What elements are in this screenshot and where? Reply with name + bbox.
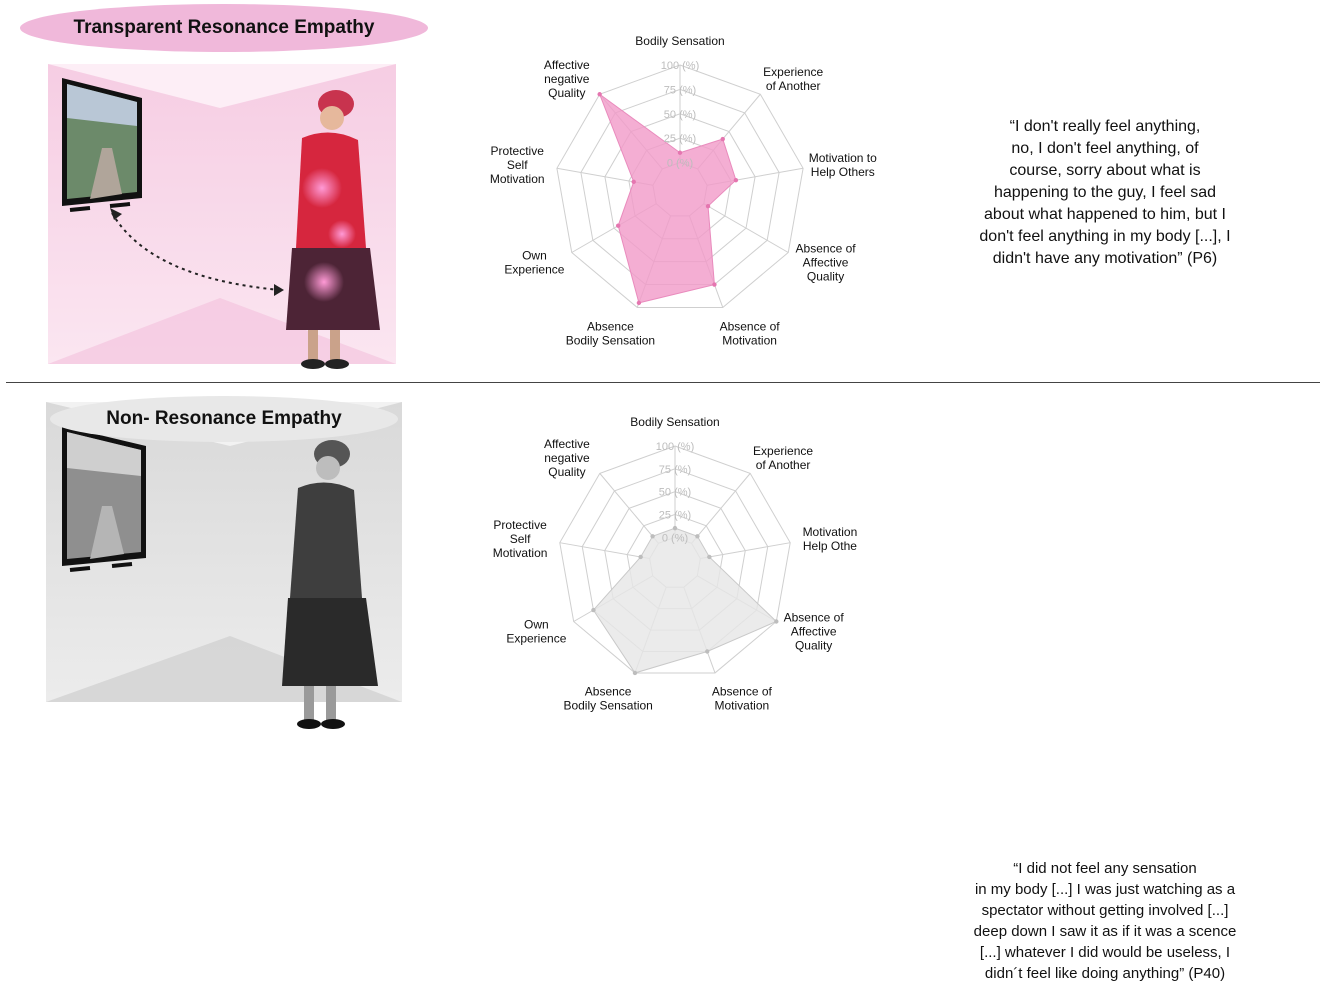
series-area: [598, 92, 737, 304]
axis-label: Protective Self Motivation: [493, 518, 548, 560]
data-point: [636, 300, 642, 306]
participant-quote: “I don't really feel anything, no, I don…: [979, 118, 1231, 267]
axis-label: Affective negative Quality: [544, 58, 590, 100]
data-point: [707, 554, 712, 560]
dotted-arrow-icon: [111, 212, 281, 291]
axis-spoke: [559, 542, 650, 560]
data-point: [591, 607, 596, 613]
data-point: [615, 223, 621, 228]
woman-figure-icon: [282, 440, 378, 729]
data-point: [695, 534, 700, 539]
data-point: [677, 150, 683, 155]
axis-label: Absence Bodily Sensation: [566, 319, 655, 347]
data-point: [672, 525, 678, 531]
axis-label: Affective negative Quality: [544, 437, 590, 479]
axis-spoke: [700, 542, 791, 560]
data-point: [733, 177, 739, 183]
data-point: [705, 203, 711, 209]
axis-label: Absence of Motivation: [712, 685, 773, 713]
scene-illustration: [48, 64, 396, 369]
scale-label: 75 (%): [659, 464, 691, 476]
data-point: [774, 619, 779, 624]
axis-label: Protective Self Motivation: [490, 144, 545, 186]
panel-title: Transparent Resonance Empathy: [20, 4, 428, 52]
data-point: [597, 92, 602, 97]
radar-chart: 0 (%) 25 (%) 50 (%) 75 (%) 100 (%) Bodily Sen…: [493, 415, 858, 713]
woman-figure-icon: [286, 90, 380, 369]
panel-divider: [6, 382, 1320, 383]
panel-non-resonance: Non- Resonance Empathy 0 (%) 25 (%) 50 (%)…: [0, 384, 1325, 982]
axis-spoke: [691, 473, 751, 544]
axis-label: Absence of Affective Quality: [784, 611, 845, 653]
scale-label: 0 (%): [662, 532, 688, 544]
scale-label: 50 (%): [659, 487, 691, 499]
participant-quote: “I did not feel any sensation in my body…: [973, 860, 1237, 982]
tv-icon: [62, 426, 146, 572]
scale-label: 75 (%): [664, 84, 696, 96]
axis-label: Absence of Motivation: [720, 319, 781, 347]
scale-label: 100 (%): [656, 441, 695, 453]
axis-label: Bodily Sensation: [635, 34, 724, 48]
axis-label: Motivation Help Othe: [803, 525, 858, 553]
axis-label: Absence Bodily Sensation: [563, 685, 652, 713]
data-point: [632, 670, 638, 676]
data-point: [712, 282, 717, 287]
axis-spoke: [703, 203, 789, 253]
axis-label: Experience of Another: [753, 444, 813, 472]
axis-label: Motivation to Help Others: [809, 151, 877, 179]
series-area: [592, 527, 778, 674]
data-point: [638, 554, 643, 560]
panel-title: Non- Resonance Empathy: [50, 396, 398, 442]
panel-transparent-resonance: Transparent Resonance Empathy: [0, 0, 1325, 382]
data-point: [631, 179, 636, 185]
radar-chart: 0 (%) 25 (%) 50 (%) 75 (%) 100 (%) Bodily Sen…: [490, 34, 877, 347]
scale-label: 25 (%): [659, 509, 691, 521]
axis-label: Own Experience: [506, 618, 566, 646]
axis-label: Experience of Another: [763, 65, 823, 93]
grid-ring: [559, 445, 791, 674]
axis-label: Own Experience: [504, 249, 564, 277]
scale-label: 0 (%): [667, 158, 693, 170]
scale-label: 50 (%): [664, 109, 696, 121]
axis-label: Bodily Sensation: [630, 415, 719, 429]
data-point: [720, 136, 725, 142]
axis-label: Absence of Affective Quality: [796, 242, 857, 284]
data-point: [705, 649, 710, 654]
data-point: [650, 534, 655, 539]
tv-icon: [62, 78, 142, 212]
axis-spoke: [599, 473, 659, 544]
scale-label: 100 (%): [661, 60, 700, 72]
scale-label: 25 (%): [664, 133, 696, 145]
grid-ring: [556, 64, 804, 308]
